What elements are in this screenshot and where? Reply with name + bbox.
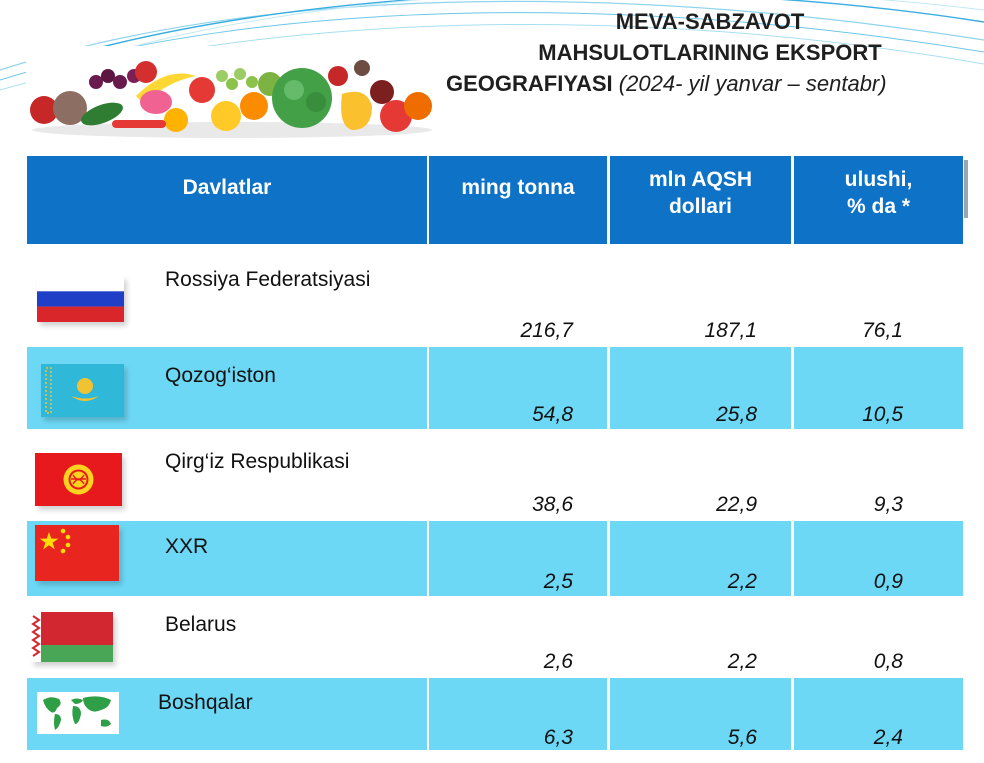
table-row: Qozog‘iston 54,8 25,8 10,5 [27, 347, 963, 429]
header-usd-line-2: dollari [668, 195, 732, 218]
country-name: Qirg‘iz Respublikasi [165, 450, 350, 473]
share-value: 9,3 [873, 493, 903, 516]
share-value: 0,9 [873, 570, 903, 593]
tonnes-value: 216,7 [520, 319, 573, 342]
russia-flag [37, 276, 124, 322]
title-line-3-text: GEOGRAFIYASI [446, 71, 613, 96]
header-country-label: Davlatlar [182, 175, 272, 199]
tonnes-cell: 216,7 [429, 256, 607, 345]
country-cell: Qirg‘iz Respublikasi [27, 431, 427, 519]
tonnes-cell: 2,5 [429, 521, 607, 596]
kyrgyzstan-flag [35, 453, 122, 506]
usd-value: 22,9 [716, 493, 757, 516]
usd-cell: 2,2 [610, 598, 791, 676]
table-row: Belarus 2,6 2,2 0,8 [27, 598, 963, 676]
usd-cell: 187,1 [610, 256, 791, 345]
table-row: XXR 2,5 2,2 0,9 [27, 521, 963, 596]
usd-value: 5,6 [727, 726, 757, 749]
table-row: Rossiya Federatsiyasi 216,7 187,1 76,1 [27, 256, 963, 345]
tonnes-cell: 38,6 [429, 431, 607, 519]
header-edge-shadow [964, 160, 968, 218]
tonnes-value: 2,5 [543, 570, 573, 593]
tonnes-cell: 6,3 [429, 678, 607, 750]
title-line-2: MAHSULOTLARINING EKSPORT [538, 40, 882, 65]
header-share: ulushi, % da * [794, 156, 963, 244]
header-usd-line-1: mln AQSH [648, 168, 753, 191]
header-share-line-1: ulushi, [844, 168, 913, 191]
country-cell: Boshqalar [27, 678, 427, 750]
tonnes-value: 54,8 [532, 403, 573, 426]
table-row: Boshqalar 6,3 5,6 2,4 [27, 678, 963, 750]
usd-value: 187,1 [704, 319, 757, 342]
header-tonnes: ming tonna [429, 156, 607, 244]
title-line-3: GEOGRAFIYASI (2024- yil yanvar – sentabr… [440, 68, 980, 99]
kazakhstan-flag [41, 364, 124, 417]
china-flag [35, 525, 119, 581]
page-title: MEVA-SABZAVOT MAHSULOTLARINING EKSPORT G… [440, 6, 980, 99]
tonnes-value: 38,6 [532, 493, 573, 516]
share-value: 2,4 [873, 726, 903, 749]
country-cell: Qozog‘iston [27, 347, 427, 429]
tonnes-cell: 54,8 [429, 347, 607, 429]
share-cell: 0,8 [794, 598, 963, 676]
country-name: XXR [165, 535, 209, 558]
header-share-line-2: % da * [846, 195, 911, 218]
usd-cell: 25,8 [610, 347, 791, 429]
title-period: (2024- yil yanvar – sentabr) [618, 71, 887, 96]
usd-value: 2,2 [727, 650, 757, 673]
usd-cell: 22,9 [610, 431, 791, 519]
country-name: Rossiya Federatsiyasi [165, 268, 371, 291]
header-country: Davlatlar [27, 156, 427, 244]
title-line-1: MEVA-SABZAVOT [615, 9, 805, 34]
belarus-flag [31, 612, 113, 662]
usd-value: 25,8 [716, 403, 757, 426]
tonnes-value: 2,6 [543, 650, 573, 673]
tonnes-value: 6,3 [543, 726, 573, 749]
country-name: Boshqalar [158, 691, 253, 714]
country-name: Qozog‘iston [165, 364, 276, 387]
country-cell: Belarus [27, 598, 427, 676]
table-row: Qirg‘iz Respublikasi 38,6 22,9 9,3 [27, 431, 963, 519]
table-header: Davlatlar ming tonna mln AQSH dollari ulu… [27, 156, 963, 244]
usd-cell: 5,6 [610, 678, 791, 750]
header-tonnes-label: ming tonna [461, 175, 575, 199]
share-value: 0,8 [873, 650, 903, 673]
share-cell: 9,3 [794, 431, 963, 519]
share-cell: 0,9 [794, 521, 963, 596]
share-value: 10,5 [862, 403, 903, 426]
usd-value: 2,2 [727, 570, 757, 593]
header-usd: mln AQSH dollari [610, 156, 791, 244]
country-cell: Rossiya Federatsiyasi [27, 256, 427, 345]
fruits-vegetables-banner [26, 46, 438, 138]
country-name: Belarus [165, 613, 237, 636]
tonnes-cell: 2,6 [429, 598, 607, 676]
country-cell: XXR [27, 521, 427, 596]
usd-cell: 2,2 [610, 521, 791, 596]
share-cell: 76,1 [794, 256, 963, 345]
share-cell: 2,4 [794, 678, 963, 750]
share-cell: 10,5 [794, 347, 963, 429]
world-map-icon [37, 692, 119, 734]
share-value: 76,1 [862, 319, 903, 342]
